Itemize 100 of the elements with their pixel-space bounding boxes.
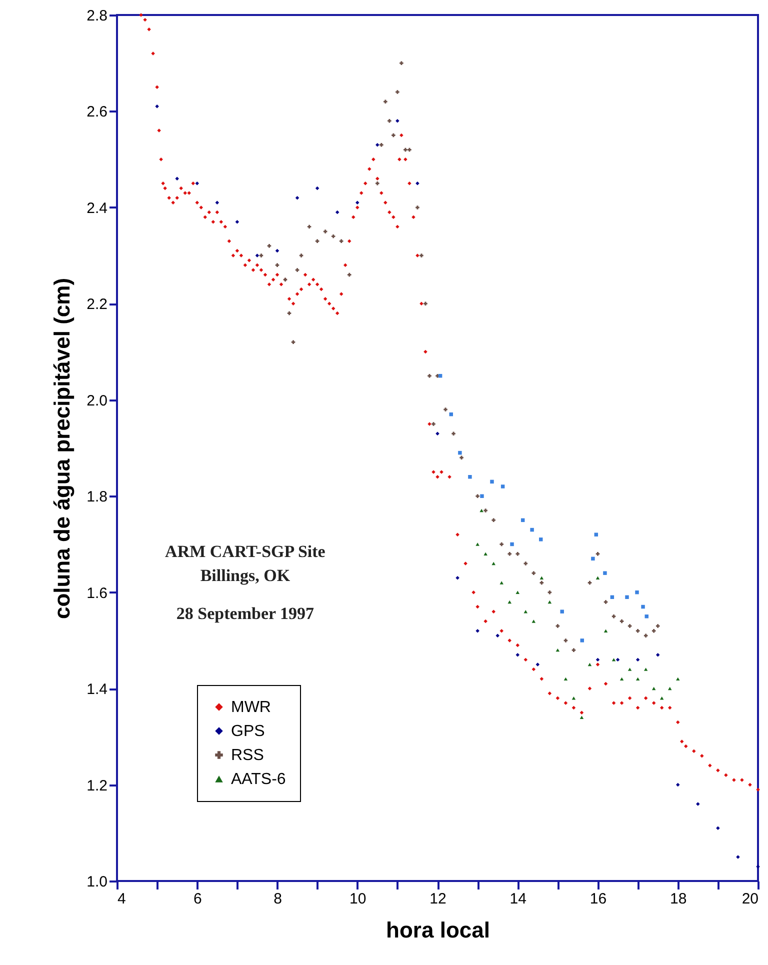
point bbox=[644, 614, 648, 618]
point bbox=[468, 474, 472, 479]
point bbox=[510, 542, 514, 546]
point bbox=[287, 311, 292, 316]
point bbox=[315, 239, 320, 243]
point bbox=[556, 624, 560, 628]
y-tick-label: 2.0 bbox=[86, 392, 108, 410]
point bbox=[656, 624, 660, 628]
x-tick-label: 4 bbox=[118, 890, 126, 908]
point bbox=[259, 254, 264, 258]
point bbox=[548, 590, 552, 594]
point bbox=[620, 619, 624, 624]
point bbox=[476, 542, 480, 546]
x-tick-label: 14 bbox=[510, 890, 526, 908]
point bbox=[635, 590, 639, 594]
point bbox=[660, 696, 664, 700]
point bbox=[564, 677, 568, 681]
point bbox=[612, 614, 616, 618]
point bbox=[484, 552, 488, 556]
point bbox=[536, 662, 540, 666]
point bbox=[424, 302, 428, 306]
point bbox=[636, 628, 640, 633]
point bbox=[564, 638, 568, 642]
point bbox=[716, 826, 720, 830]
y-tick-label: 1.8 bbox=[86, 488, 108, 506]
point bbox=[215, 200, 220, 205]
point bbox=[255, 254, 260, 258]
point bbox=[331, 234, 336, 238]
point bbox=[388, 118, 392, 123]
x-axis-title: hora local bbox=[386, 918, 490, 942]
point bbox=[484, 508, 488, 512]
point bbox=[588, 662, 592, 666]
point bbox=[556, 648, 560, 652]
y-tick-label: 1.2 bbox=[86, 777, 108, 794]
point bbox=[548, 600, 552, 604]
point bbox=[572, 696, 576, 700]
y-axis-title: coluna de água precipitável (cm) bbox=[50, 278, 75, 620]
point bbox=[392, 133, 396, 138]
point bbox=[676, 677, 680, 681]
point bbox=[400, 61, 404, 65]
point bbox=[500, 581, 504, 584]
point bbox=[376, 143, 380, 147]
point bbox=[676, 782, 680, 787]
point bbox=[452, 432, 456, 436]
y-tick-label: 2.4 bbox=[86, 200, 108, 217]
point bbox=[492, 518, 496, 522]
point bbox=[636, 677, 640, 681]
point bbox=[603, 571, 607, 575]
point bbox=[376, 182, 380, 186]
point bbox=[476, 628, 480, 633]
annotation: Billings, OK bbox=[200, 566, 291, 585]
point bbox=[625, 595, 629, 600]
point bbox=[538, 538, 543, 542]
point bbox=[604, 629, 608, 632]
point bbox=[490, 480, 494, 484]
point bbox=[516, 653, 520, 657]
point bbox=[476, 494, 480, 498]
point bbox=[604, 600, 608, 604]
point bbox=[656, 653, 660, 657]
legend-label: MWR bbox=[231, 699, 271, 716]
point bbox=[500, 484, 505, 488]
point bbox=[496, 634, 500, 638]
point bbox=[591, 556, 595, 561]
point bbox=[516, 590, 520, 594]
y-tick-label: 2.6 bbox=[86, 104, 108, 121]
legend-label: RSS bbox=[231, 747, 264, 764]
x-tick-label: 12 bbox=[430, 890, 446, 908]
point bbox=[408, 148, 412, 152]
point bbox=[404, 148, 408, 152]
point bbox=[652, 628, 656, 633]
y-tick-label: 1.6 bbox=[86, 584, 108, 602]
point bbox=[432, 422, 436, 426]
point bbox=[175, 176, 179, 180]
point bbox=[594, 532, 598, 536]
point bbox=[295, 268, 300, 272]
point bbox=[458, 450, 462, 455]
point bbox=[460, 456, 464, 460]
point bbox=[580, 638, 584, 642]
point bbox=[596, 552, 600, 556]
point bbox=[668, 686, 672, 690]
x-tick-label: 6 bbox=[193, 890, 202, 908]
point bbox=[380, 143, 384, 147]
point bbox=[540, 576, 544, 580]
point bbox=[588, 580, 592, 585]
point bbox=[416, 182, 420, 186]
x-tick-label: 18 bbox=[670, 890, 687, 908]
point bbox=[516, 552, 520, 556]
x-tick-label: 16 bbox=[590, 890, 607, 908]
y-tick-label: 2.2 bbox=[86, 296, 108, 314]
point bbox=[396, 90, 400, 94]
annotation: 28 September 1997 bbox=[176, 604, 314, 623]
point bbox=[339, 239, 344, 243]
point bbox=[580, 716, 584, 720]
point bbox=[532, 620, 536, 623]
annotation: ARM CART-SGP Site bbox=[165, 542, 326, 561]
point bbox=[480, 508, 484, 512]
point bbox=[540, 580, 544, 585]
point bbox=[492, 562, 496, 566]
legend-label: GPS bbox=[231, 723, 265, 740]
point bbox=[396, 118, 400, 123]
